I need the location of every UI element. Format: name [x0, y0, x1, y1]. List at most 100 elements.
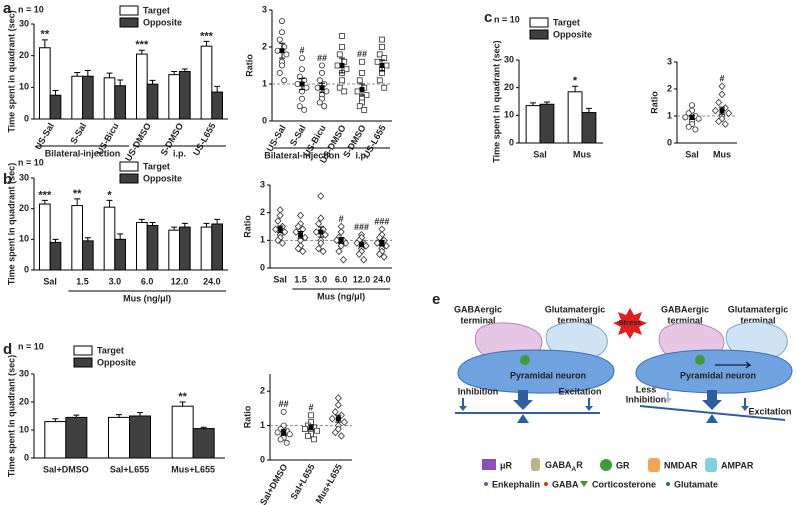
- y-tick-label: 0: [509, 137, 514, 147]
- x-tick-label: 1.5: [76, 276, 89, 286]
- annotation: #: [719, 74, 724, 84]
- bar: [65, 416, 88, 459]
- point: [339, 255, 347, 264]
- error-bar: [52, 418, 59, 422]
- point: [725, 109, 733, 118]
- y-tick-label: 30: [19, 172, 29, 182]
- bar: [103, 77, 116, 120]
- point: [374, 58, 381, 65]
- group-label: i.p.: [173, 148, 186, 158]
- point: [718, 90, 726, 99]
- legend-swatch: [529, 29, 549, 40]
- point: [301, 233, 309, 242]
- mean: [308, 424, 314, 430]
- point: [718, 114, 726, 123]
- group-label: i.p.: [356, 150, 369, 160]
- error-bar: [138, 218, 145, 223]
- arrow: [585, 398, 593, 411]
- y-tick-label: 30: [19, 368, 29, 378]
- point: [319, 247, 327, 256]
- point: [689, 102, 696, 109]
- label: Less: [636, 384, 657, 394]
- label: Stress: [619, 318, 642, 327]
- point: [356, 77, 363, 84]
- note: n = 10: [494, 14, 520, 24]
- panel-letter: b: [3, 171, 12, 188]
- bar: [168, 74, 181, 120]
- point: [354, 88, 361, 95]
- error-bar: [41, 199, 48, 205]
- glu-terminal: [545, 321, 608, 373]
- bar: [82, 75, 94, 120]
- error-bar: [106, 199, 113, 208]
- point: [692, 126, 699, 133]
- mean: [339, 63, 345, 68]
- annotation: #: [299, 45, 304, 55]
- legend-label: Target: [97, 345, 124, 355]
- bar: [49, 94, 62, 120]
- legend-swatch: [119, 17, 139, 28]
- point: [286, 431, 293, 438]
- legend-swatch: [73, 345, 93, 356]
- point: [302, 426, 308, 432]
- x-tick-label: US-DMSO: [123, 121, 153, 163]
- glu-terminal: [725, 321, 788, 373]
- legend-label: Opposite: [553, 29, 592, 39]
- icon: [544, 482, 548, 486]
- point: [281, 77, 288, 84]
- x-tick-label: Sal: [273, 274, 287, 284]
- arrow: [715, 361, 752, 369]
- point: [361, 107, 368, 113]
- bar: [168, 229, 181, 271]
- bar: [179, 71, 191, 120]
- point: [308, 412, 314, 419]
- x-tick-label: Mus: [573, 149, 591, 159]
- bar: [135, 221, 148, 271]
- point: [376, 51, 383, 58]
- point: [355, 250, 363, 258]
- legend-text: μR: [500, 460, 513, 470]
- legend-label: Target: [143, 5, 170, 15]
- point: [334, 401, 342, 409]
- y-tick-label: 1: [260, 235, 265, 245]
- bar: [135, 53, 148, 120]
- point: [299, 247, 307, 256]
- point: [359, 70, 365, 76]
- y-tick-label: 2: [667, 83, 672, 93]
- y-tick-label: 20: [19, 203, 29, 213]
- point: [336, 84, 343, 91]
- x-tick-label: US-Sal: [33, 121, 56, 151]
- point: [341, 88, 348, 95]
- icon: [666, 482, 670, 486]
- mean: [335, 416, 341, 422]
- x-tick-label: Sal+DMSO: [43, 464, 89, 474]
- point: [274, 47, 281, 54]
- bar: [539, 103, 555, 144]
- point: [695, 115, 702, 122]
- arrow: [459, 398, 467, 411]
- legend-text: Enkephalin: [492, 479, 540, 489]
- arrow: [741, 398, 749, 411]
- point: [343, 66, 350, 73]
- legend-text: GR: [616, 460, 630, 470]
- point: [278, 62, 285, 69]
- bar: [71, 205, 84, 271]
- x-tick-label: US-Sal: [265, 123, 288, 153]
- annotation: **: [178, 391, 187, 403]
- y-tick-label: 0: [262, 115, 267, 125]
- x-tick-label: S-Sal: [288, 123, 308, 147]
- gr-icon: [520, 355, 530, 365]
- point: [336, 51, 343, 58]
- annotation: #: [339, 214, 344, 224]
- point: [278, 29, 285, 36]
- y-tick-label: 0: [667, 137, 672, 147]
- y-tick-label: 3: [260, 179, 265, 189]
- bar: [567, 91, 583, 144]
- error-bar: [203, 40, 210, 47]
- point: [362, 242, 370, 250]
- point: [685, 110, 692, 117]
- bar: [146, 83, 159, 120]
- mean: [689, 114, 695, 120]
- y-tick-label: 30: [504, 54, 514, 64]
